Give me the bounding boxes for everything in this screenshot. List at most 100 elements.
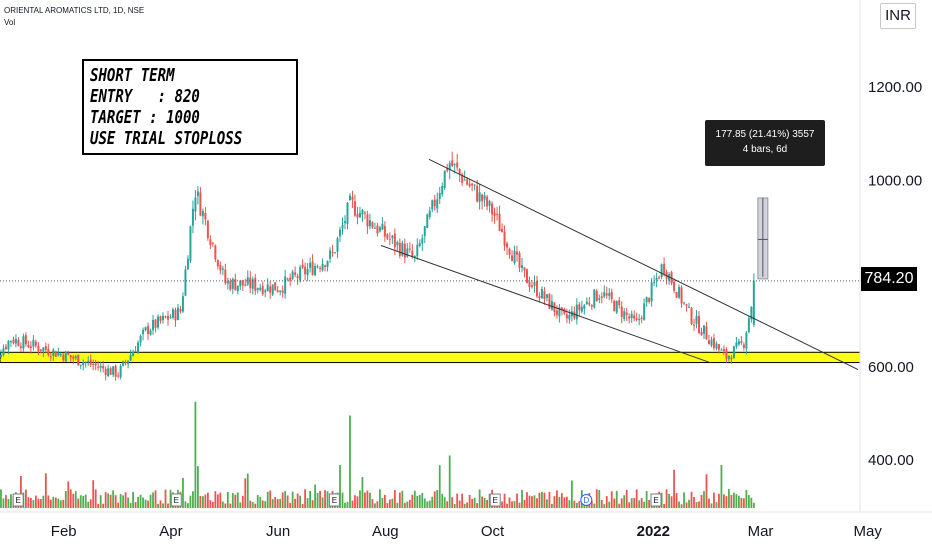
candle-body: [154, 319, 157, 328]
volume-bar: [718, 493, 720, 508]
volume-bar: [239, 502, 242, 508]
volume-bar: [458, 500, 461, 508]
candle-body: [12, 339, 15, 344]
volume-bar: [638, 500, 641, 508]
volume-bar: [393, 490, 396, 508]
candle-body: [256, 288, 259, 291]
candle-body: [174, 309, 177, 321]
event-marker-e: E: [328, 493, 340, 507]
candle-body: [623, 311, 626, 319]
volume-bar: [715, 502, 718, 508]
x-tick-label: Apr: [159, 523, 182, 540]
volume-bar: [241, 495, 244, 508]
candle-body: [717, 344, 720, 350]
candle-body: [598, 298, 601, 300]
x-tick-label: May: [854, 523, 883, 540]
volume-bar: [745, 490, 748, 508]
candle-body: [456, 162, 459, 168]
event-marker-e: E: [489, 493, 501, 507]
volume-bar: [7, 499, 10, 508]
candle-body: [104, 368, 107, 375]
candle-body: [181, 296, 184, 312]
volume-bar: [688, 499, 690, 508]
candle-body: [750, 306, 753, 320]
volume-bar: [481, 496, 484, 508]
candle-body: [281, 290, 284, 293]
candle-body: [296, 275, 299, 279]
candle-body: [114, 365, 117, 377]
candle-body: [2, 348, 5, 355]
volume-bar: [476, 503, 479, 508]
candle-body: [426, 214, 429, 229]
candle-body: [620, 306, 623, 317]
volume-bar: [189, 495, 192, 508]
volume-bar: [316, 492, 319, 508]
candle-body: [648, 298, 651, 302]
volume-bar: [516, 493, 518, 508]
candle-body: [722, 348, 725, 351]
volume-bar: [192, 491, 194, 508]
candle-body: [176, 307, 179, 320]
candle-body: [658, 277, 661, 279]
x-tick-label: Mar: [748, 523, 774, 540]
volume-bar: [665, 489, 668, 508]
candle-body: [122, 361, 125, 366]
volume-bar: [521, 489, 523, 508]
candle-body: [331, 252, 334, 254]
candle-body: [152, 319, 155, 331]
volume-bar: [371, 499, 374, 508]
volume-bar: [723, 494, 725, 508]
volume-bar: [526, 492, 528, 508]
candle-body: [24, 335, 27, 345]
volume-bar: [67, 481, 70, 508]
candle-body: [269, 286, 272, 293]
dividend-marker-label: D: [583, 496, 589, 505]
volume-bar: [376, 501, 379, 508]
candle-body: [229, 281, 232, 290]
candle-body: [144, 327, 147, 331]
candle-body: [436, 199, 439, 209]
volume-bar: [618, 503, 621, 508]
candle-body: [575, 304, 578, 320]
candle-body: [580, 306, 583, 312]
volume-bar: [565, 496, 568, 508]
volume-bar: [548, 491, 551, 508]
candle-body: [279, 290, 282, 292]
candle-body: [441, 185, 444, 195]
candle-body: [304, 266, 307, 275]
candle-body: [236, 285, 239, 292]
candle-body: [483, 195, 486, 200]
volume-bar: [598, 490, 601, 508]
candle-body: [82, 362, 85, 366]
candle-body: [545, 294, 548, 298]
candle-body: [311, 261, 314, 275]
volume-bar: [152, 492, 154, 508]
volume-bar: [608, 501, 611, 508]
volume-bar: [673, 469, 675, 508]
volume-bar: [518, 502, 521, 508]
volume-bar: [154, 490, 157, 508]
candle-body: [166, 315, 169, 320]
volume-bar: [675, 493, 678, 508]
volume-bar: [244, 478, 247, 508]
volume-bar: [54, 497, 57, 508]
volume-bar: [690, 491, 693, 508]
volume-bar: [531, 496, 533, 508]
volume-bar: [117, 502, 120, 508]
volume-bar: [737, 495, 740, 508]
candle-body: [683, 302, 686, 304]
volume-bar: [700, 494, 703, 508]
candle-body: [171, 309, 174, 318]
currency-button[interactable]: INR: [880, 3, 916, 29]
volume-bar: [416, 495, 419, 508]
candle-body: [518, 253, 521, 268]
y-tick-label: 1200.00: [868, 79, 922, 96]
volume-bar: [536, 498, 538, 508]
candle-body: [466, 179, 469, 185]
volume-bar: [159, 500, 162, 508]
earnings-marker-label: E: [332, 496, 337, 505]
volume-bar: [486, 499, 488, 508]
candle-body: [458, 169, 461, 174]
volume-bar: [221, 501, 224, 508]
candle-body: [740, 341, 743, 344]
